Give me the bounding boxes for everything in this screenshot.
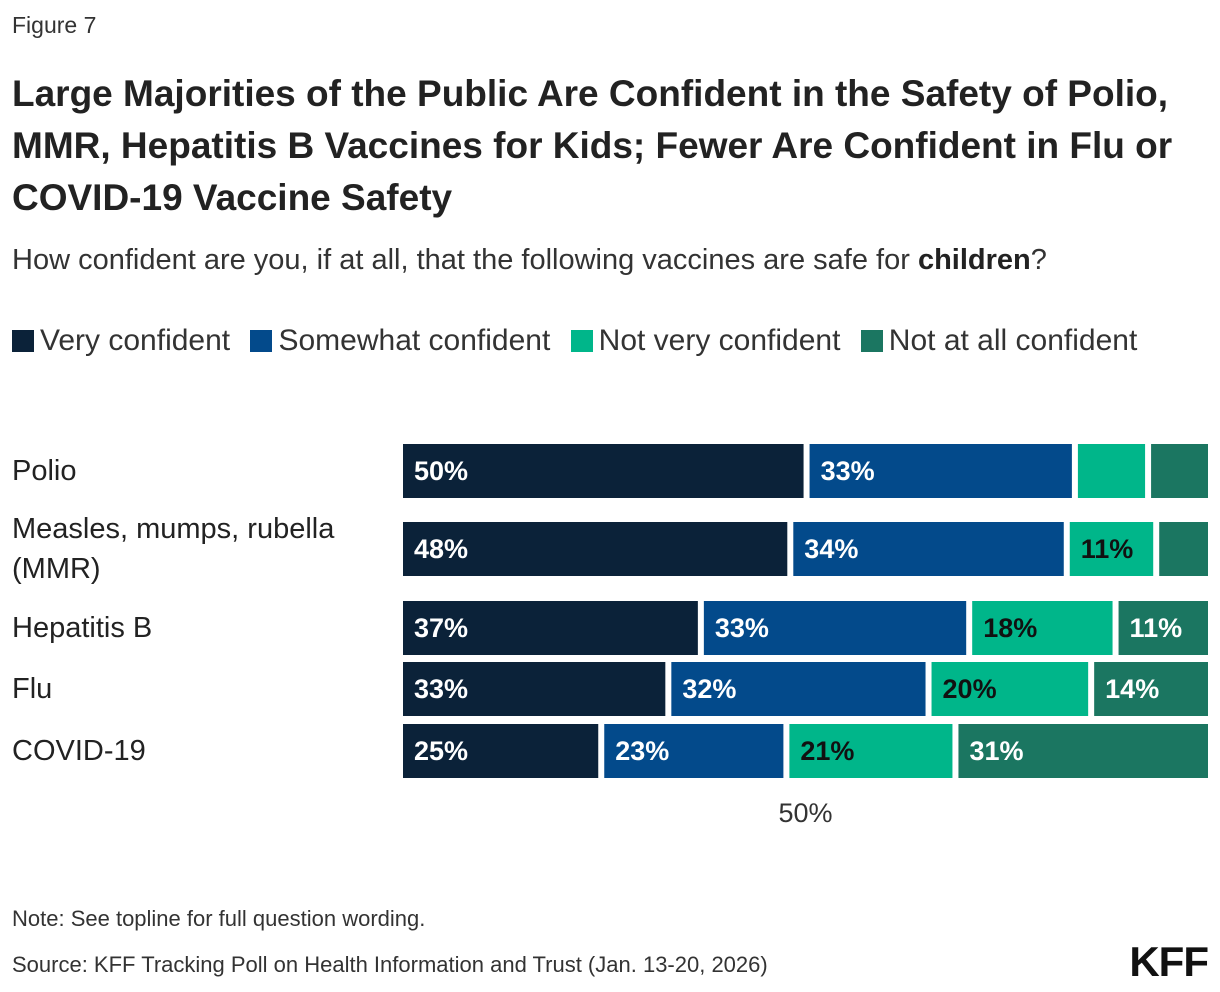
chart-subtitle: How confident are you, if at all, that t… [12, 244, 1212, 277]
stacked-bar-chart: Polio 50% 33% Measles, mumps, rubella (MMR) 4… [12, 444, 1208, 828]
bar-segment-very-confident [403, 444, 804, 498]
bar-segment-not-at-all-confident [1118, 601, 1208, 655]
data-label: 14% [1105, 674, 1159, 704]
bar-segment-not-at-all-confident [958, 724, 1208, 778]
legend-swatch [860, 330, 883, 352]
data-label: 20% [943, 674, 997, 704]
subtitle-suffix: ? [1030, 244, 1047, 276]
data-label: 31% [969, 736, 1023, 766]
data-label: 34% [804, 534, 858, 564]
bar-segment-not-at-all-confident [1151, 444, 1208, 498]
category-label: Polio [12, 455, 77, 487]
chart-title: Large Majorities of the Public Are Confi… [12, 73, 1173, 218]
data-label: 48% [414, 534, 468, 564]
bar-segment-not-very-confident [931, 662, 1089, 716]
bar-segment-very-confident [403, 662, 666, 716]
data-label: 11% [1130, 613, 1183, 643]
legend-label: Very confident [40, 324, 231, 357]
chart-legend: Very confident Somewhat confident Not ve… [12, 312, 1202, 370]
category-label: Flu [12, 673, 52, 705]
x-tick-label: 50% [778, 798, 832, 828]
legend-item-not-very-confident: Not very confident [570, 324, 841, 357]
bar-segment-not-very-confident [972, 601, 1113, 655]
kff-logo: KFF [1129, 938, 1209, 985]
legend-swatch [12, 330, 34, 352]
category-label: Measles, mumps, rubella [12, 513, 335, 545]
bar-segment-very-confident [403, 724, 599, 778]
bar-segment-not-very-confident [1077, 444, 1146, 498]
chart-source: Source: KFF Tracking Poll on Health Info… [12, 952, 768, 977]
subtitle-bold-word: children [917, 244, 1031, 276]
legend-item-very-confident: Very confident [12, 324, 230, 357]
chart-note: Note: See topline for full question word… [12, 906, 426, 931]
data-label: 37% [414, 613, 468, 643]
bar-segment-very-confident [403, 601, 698, 655]
bar-segment-not-very-confident [1069, 522, 1154, 576]
legend-label: Somewhat confident [278, 324, 551, 357]
bar-segment-somewhat-confident [671, 662, 926, 716]
data-label: 18% [983, 613, 1037, 643]
data-label: 32% [682, 674, 736, 704]
bar-segment-very-confident [403, 522, 788, 576]
data-label: 25% [414, 736, 468, 766]
bar-segment-somewhat-confident [703, 601, 967, 655]
data-label: 33% [821, 456, 875, 486]
legend-item-not-at-all-confident: Not at all confident [860, 324, 1138, 357]
bar-segment-somewhat-confident [793, 522, 1064, 576]
bar-segment-somewhat-confident [604, 724, 784, 778]
legend-label: Not very confident [598, 324, 841, 357]
bar-segment-not-very-confident [789, 724, 953, 778]
data-label: 23% [615, 736, 669, 766]
bar-segment-somewhat-confident [809, 444, 1072, 498]
category-label: (MMR) [12, 553, 101, 585]
legend-item-somewhat-confident: Somewhat confident [250, 324, 550, 357]
subtitle-text: How confident are you, if at all, that t… [12, 244, 918, 276]
bar-segment-not-at-all-confident [1094, 662, 1208, 716]
legend-swatch [250, 330, 273, 352]
data-label: 50% [414, 456, 468, 486]
category-label: COVID-19 [12, 735, 146, 767]
legend-label: Not at all confident [888, 324, 1138, 357]
legend-swatch [570, 330, 593, 352]
data-label: 33% [715, 613, 769, 643]
figure-label: Figure 7 [12, 12, 97, 38]
category-label: Hepatitis B [12, 612, 152, 644]
data-label: 11% [1081, 534, 1134, 564]
data-label: 33% [414, 674, 468, 704]
bar-segment-not-at-all-confident [1159, 522, 1208, 576]
data-label: 21% [800, 736, 854, 766]
